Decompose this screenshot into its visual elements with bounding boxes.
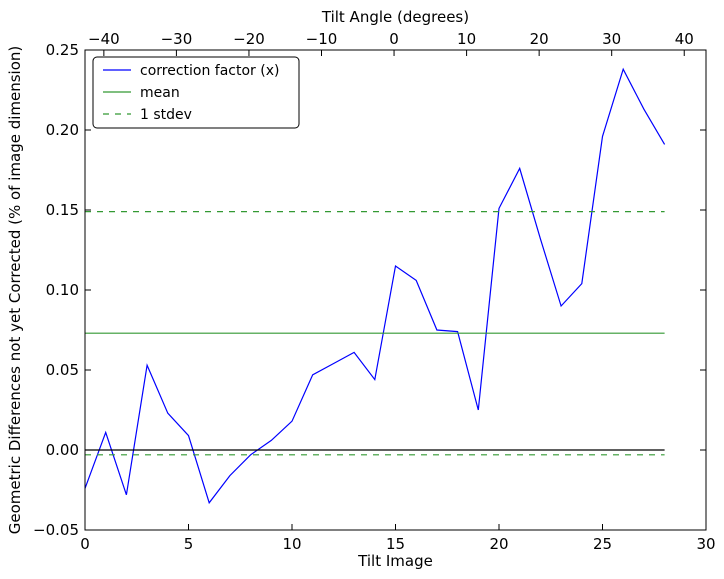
y-tick-label: 0.10 — [46, 281, 79, 299]
y-tick-label: 0.00 — [46, 441, 79, 459]
legend-label-correction-factor: correction factor (x) — [140, 63, 279, 79]
x-tick-label: 25 — [593, 535, 612, 553]
y-tick-label: 0.15 — [46, 201, 79, 219]
x-tick-label: 5 — [184, 535, 194, 553]
y-axis-label: Geometric Differences not yet Corrected … — [6, 46, 24, 535]
x-axis-label: Tilt Image — [357, 552, 433, 570]
top-x-tick-label: 10 — [457, 30, 476, 48]
top-x-tick-label: 30 — [602, 30, 621, 48]
top-x-tick-label: 40 — [675, 30, 694, 48]
top-x-axis-label: Tilt Angle (degrees) — [321, 8, 469, 26]
top-x-tick-label: 0 — [389, 30, 399, 48]
x-tick-label: 10 — [282, 535, 301, 553]
top-x-tick-label: −10 — [306, 30, 338, 48]
legend: correction factor (x) mean 1 stdev — [92, 56, 300, 129]
legend-label-mean: mean — [140, 85, 180, 101]
x-tick-label: 15 — [386, 535, 405, 553]
top-x-tick-label: −40 — [88, 30, 120, 48]
y-tick-label: 0.25 — [46, 41, 79, 59]
labels-layer: Tilt Image Tilt Angle (degrees) Geometri… — [6, 8, 469, 570]
legend-label-stdev: 1 stdev — [140, 107, 192, 123]
top-x-tick-label: 20 — [530, 30, 549, 48]
series-layer — [84, 67, 666, 505]
x-tick-label: 0 — [80, 535, 90, 553]
x-tick-label: 30 — [696, 535, 715, 553]
y-tick-label: 0.05 — [46, 361, 79, 379]
ticks-layer: 0 5 10 15 20 25 30 −0.05 0.00 0.05 0.10 0.15 0.20 0.2… — [33, 30, 716, 553]
series-correction-factor — [84, 67, 666, 505]
x-tick-label: 20 — [489, 535, 508, 553]
legend-box — [92, 56, 300, 129]
y-tick-label: −0.05 — [33, 521, 79, 539]
top-x-tick-label: −30 — [161, 30, 193, 48]
top-x-tick-label: −20 — [233, 30, 265, 48]
y-tick-label: 0.20 — [46, 121, 79, 139]
